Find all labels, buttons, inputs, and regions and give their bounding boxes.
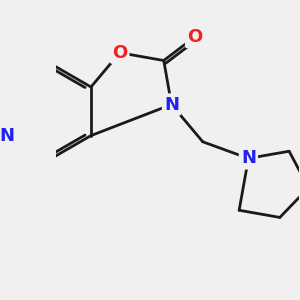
Text: O: O [112,44,127,62]
Text: N: N [241,149,256,167]
Text: O: O [187,28,202,46]
Text: N: N [164,95,179,113]
Text: N: N [0,127,14,145]
